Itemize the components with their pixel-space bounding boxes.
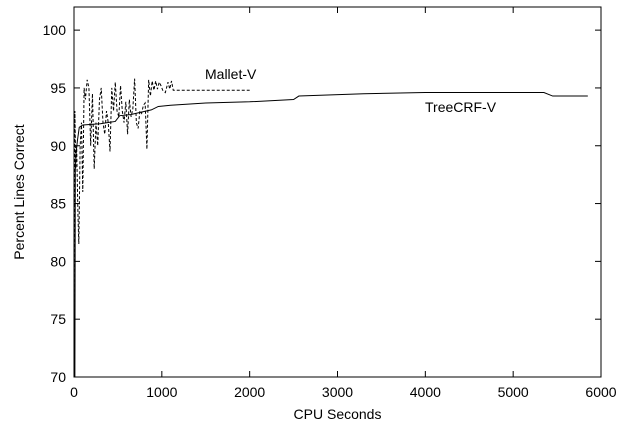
y-tick-label: 95 bbox=[50, 80, 66, 96]
y-tick-label: 80 bbox=[50, 253, 66, 269]
x-tick-label: 3000 bbox=[322, 384, 353, 400]
y-tick-label: 85 bbox=[50, 196, 66, 212]
axis-ticks: 0 1000 2000 3000 4000 5000 6000 70 75 80 85 90 95 100 bbox=[43, 7, 617, 400]
x-tick-label: 4000 bbox=[410, 384, 441, 400]
plot-frame bbox=[73, 6, 602, 378]
series-label-treecrf-v: TreeCRF-V bbox=[425, 99, 497, 115]
y-tick-label: 75 bbox=[50, 311, 66, 327]
series-label-mallet-v: Mallet-V bbox=[205, 66, 257, 82]
y-tick-label: 90 bbox=[50, 138, 66, 154]
y-axis-label: Percent Lines Correct bbox=[11, 124, 27, 260]
x-tick-label: 2000 bbox=[234, 384, 265, 400]
x-tick-label: 0 bbox=[70, 384, 78, 400]
series-layer bbox=[73, 78, 588, 378]
series-line-treecrf-v bbox=[74, 92, 588, 378]
x-tick-label: 6000 bbox=[585, 384, 616, 400]
series-line-mallet-v bbox=[73, 78, 250, 378]
x-axis-label: CPU Seconds bbox=[294, 406, 382, 422]
x-tick-label: 1000 bbox=[146, 384, 177, 400]
y-tick-label: 100 bbox=[43, 22, 67, 38]
y-tick-label: 70 bbox=[50, 369, 66, 385]
x-tick-label: 5000 bbox=[498, 384, 529, 400]
